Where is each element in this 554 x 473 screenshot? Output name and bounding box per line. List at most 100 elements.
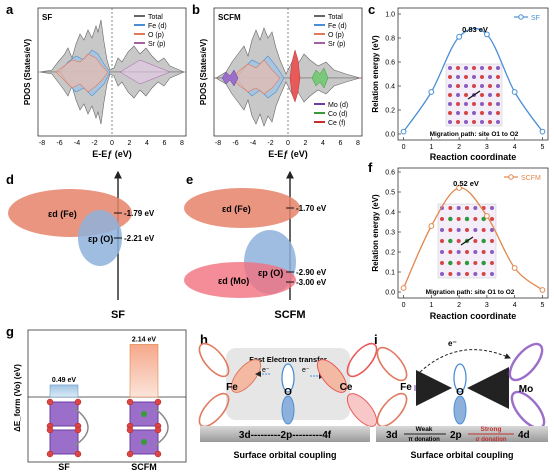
lattice-atom: [473, 217, 478, 221]
lattice-atom: [440, 272, 444, 276]
lattice-atom: [480, 75, 484, 79]
lattice-atom: [481, 250, 486, 254]
lattice-atom: [464, 102, 468, 106]
lattice-atom: [490, 250, 494, 254]
lattice-atom: [440, 250, 444, 254]
ylabel-c: Relation energy (eV): [371, 35, 380, 113]
transfer-title: Fast Electron transfer: [249, 355, 327, 364]
lattice-atom: [448, 111, 452, 115]
lattice-atom: [456, 102, 460, 106]
label-4d-i: 4d: [518, 430, 530, 441]
svg-text:SCFM: SCFM: [521, 175, 541, 182]
fe-orbital-lobe: [230, 359, 262, 393]
lattice-atom: [448, 120, 452, 124]
yticks-c: 0.0 0.2 0.4 0.6 0.8 1.0: [385, 12, 395, 139]
fe-atom-label-i: Fe: [400, 382, 412, 393]
pdos-o-b: [231, 59, 281, 95]
panel-letter-e: e: [186, 172, 193, 187]
svg-text:8: 8: [180, 140, 184, 147]
fe-orbital-lobe: [198, 392, 230, 428]
value-2-e: -2.90 eV: [296, 268, 327, 277]
lattice-atom: [440, 217, 444, 221]
lattice-dopant-atom: [481, 260, 486, 266]
label-2p-i: 2p: [450, 430, 462, 441]
lattice-atom: [448, 93, 452, 97]
pdos-o-a: [55, 53, 109, 93]
svg-text:2: 2: [304, 140, 308, 147]
lattice-atom: [465, 206, 469, 210]
lattice-atom: [456, 66, 460, 70]
lattice-atom: [481, 228, 486, 232]
data-point: [511, 265, 518, 271]
svg-text:0.3: 0.3: [385, 230, 395, 237]
category-sf: SF: [58, 462, 70, 472]
lattice-atom: [448, 84, 452, 88]
panel-letter-d: d: [6, 172, 14, 187]
lattice-atom: [440, 228, 444, 232]
svg-text:0: 0: [402, 144, 406, 151]
ylabel-a: PDOS (States/eV): [23, 39, 32, 106]
svg-text:6: 6: [163, 140, 167, 147]
migration-label-f: Migration path: site O1 to O2: [426, 289, 515, 296]
panel-d: d εd (Fe) εp (O) -1.79 eV -2.21 eV SF: [6, 170, 155, 321]
lattice-dopant-atom: [448, 216, 453, 222]
lattice-atom: [472, 84, 476, 88]
panel-letter-g: g: [6, 324, 14, 339]
lattice-atom: [456, 120, 460, 124]
xticks-c: 0 1 2 3 4 5: [402, 144, 545, 151]
svg-text:-8: -8: [215, 140, 221, 147]
lattice-atom: [480, 84, 484, 88]
panel-c: c 0.83 eV SF Migration path: site O1 to …: [368, 2, 549, 162]
panel-f: f 0.52 eV SCFM Migration path: site O1 t…: [368, 160, 549, 321]
migration-label-c: Migration path: site O1 to O2: [430, 131, 519, 138]
legend-c: SF: [514, 14, 540, 22]
xticks-b: -8 -6 -4 -2 0 2 4 6 8: [215, 140, 360, 147]
lattice-atom: [490, 239, 494, 243]
panel-letter-b: b: [192, 2, 200, 17]
lattice-atom: [480, 66, 484, 70]
pdos-mo-b: [221, 69, 239, 87]
plot-frame-f: [397, 167, 549, 299]
lattice-atom: [496, 66, 500, 70]
lattice-atom: [490, 206, 494, 210]
svg-text:Fe (d): Fe (d): [148, 23, 167, 30]
svg-text:0.4: 0.4: [385, 210, 395, 217]
svg-text:0.0: 0.0: [385, 132, 395, 139]
bar: [129, 344, 159, 398]
lattice-atom: [464, 111, 468, 115]
lattice-atom: [448, 228, 453, 232]
system-tag-a: SF: [42, 13, 52, 22]
lattice-atom: [496, 111, 500, 115]
o-p-band-d: [78, 210, 122, 266]
lattice-atom: [496, 102, 500, 106]
svg-text:1.0: 1.0: [385, 12, 395, 19]
legend-f: SCFM: [504, 174, 541, 182]
ylabel-f: Relation energy (eV): [371, 194, 380, 272]
legend-b-bottom: Mo (d) Co (d) Ce (f): [314, 102, 348, 127]
legend-a: Total Fe (d) O (p) Sr (p): [134, 14, 167, 48]
data-point: [511, 89, 518, 95]
label-3d-i: 3d: [386, 430, 398, 441]
svg-text:3: 3: [485, 302, 489, 309]
svg-text:-6: -6: [56, 140, 62, 147]
svg-text:2: 2: [457, 302, 461, 309]
lattice-atom: [448, 66, 452, 70]
series-line: [403, 27, 543, 132]
lattice-atom: [464, 75, 468, 79]
svg-text:Fe (d): Fe (d): [328, 23, 347, 30]
lattice-atom: [456, 239, 461, 243]
system-label-d: SF: [111, 309, 125, 321]
lattice-atom: [480, 111, 484, 115]
ce-orbital-lobe: [346, 342, 378, 378]
lattice-atom: [440, 261, 444, 265]
value-2-d: -2.21 eV: [124, 234, 155, 243]
o-p-orbital-top: [281, 363, 295, 393]
system-label-e: SCFM: [274, 309, 305, 321]
lattice-atom: [488, 93, 492, 97]
ylabel-b: PDOS (States/eV): [199, 39, 208, 106]
fe-orbital-lobe: [376, 346, 408, 382]
caption-i: Surface orbital coupling: [410, 450, 513, 460]
svg-text:4: 4: [321, 140, 325, 147]
fe-orbital-lobe: [376, 392, 408, 428]
svg-text:-6: -6: [232, 140, 238, 147]
